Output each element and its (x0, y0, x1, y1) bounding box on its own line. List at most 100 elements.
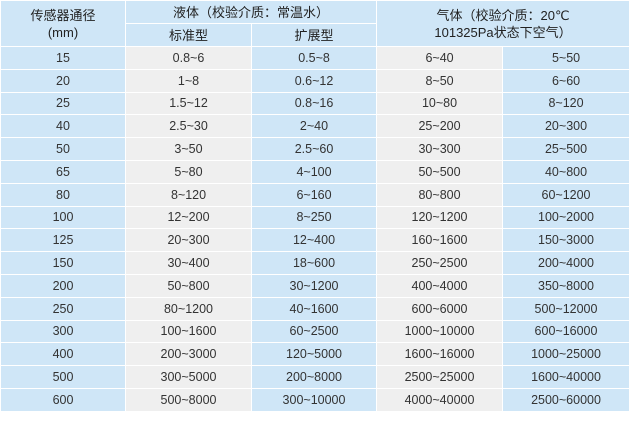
liquid-extended-cell: 30~1200 (250, 273, 378, 298)
diameter-cell: 25 (0, 91, 126, 116)
diameter-cell: 65 (0, 159, 126, 184)
liquid-extended-cell: 200~8000 (250, 365, 378, 389)
diameter-cell: 600 (0, 387, 126, 412)
diameter-cell: 500 (0, 365, 126, 389)
liquid-standard-cell: 1.5~12 (125, 91, 252, 116)
table-row: 125 20~300 12~400 160~1600 150~3000 (0, 228, 629, 253)
gas-cell-1: 4000~40000 (376, 387, 504, 412)
gas-cell-1: 6~40 (376, 46, 504, 70)
header-gas: 气体（校验介质：20℃ 101325Pa状态下空气） (376, 0, 629, 47)
gas-cell-2: 6~60 (502, 68, 629, 93)
gas-cell-1: 25~200 (376, 114, 504, 139)
gas-cell-2: 20~300 (502, 114, 629, 139)
header-liquid-extended: 扩展型 (250, 23, 378, 47)
liquid-extended-cell: 40~1600 (250, 296, 378, 321)
liquid-extended-cell: 60~2500 (250, 319, 378, 344)
liquid-extended-cell: 0.5~8 (250, 46, 378, 70)
liquid-extended-cell: 0.6~12 (250, 68, 378, 93)
liquid-standard-cell: 3~50 (125, 137, 252, 161)
table-row: 20 1~8 0.6~12 8~50 6~60 (0, 68, 629, 93)
table-row: 400 200~3000 120~5000 1600~16000 1000~25000 (0, 342, 629, 367)
table-row: 40 2.5~30 2~40 25~200 20~300 (0, 114, 629, 139)
diameter-cell: 50 (0, 137, 126, 161)
diameter-cell: 300 (0, 319, 126, 344)
header-liquid: 液体（校验介质：常温水） (124, 0, 378, 24)
table-row: 80 8~120 6~160 80~800 60~1200 (0, 182, 629, 207)
gas-cell-2: 100~2000 (502, 205, 629, 230)
header-diameter: 传感器通径 (mm) (0, 0, 126, 47)
gas-cell-1: 50~500 (376, 159, 504, 184)
gas-cell-1: 600~6000 (376, 296, 504, 321)
liquid-extended-cell: 2.5~60 (250, 137, 378, 161)
liquid-standard-cell: 80~1200 (125, 296, 252, 321)
gas-cell-2: 500~12000 (502, 296, 629, 321)
liquid-extended-cell: 6~160 (250, 182, 378, 207)
liquid-extended-cell: 300~10000 (250, 387, 378, 412)
diameter-cell: 20 (0, 68, 126, 93)
gas-cell-1: 30~300 (376, 137, 504, 161)
liquid-standard-cell: 50~800 (125, 273, 252, 298)
table-row: 65 5~80 4~100 50~500 40~800 (0, 159, 629, 184)
liquid-standard-cell: 20~300 (125, 228, 252, 253)
gas-cell-1: 8~50 (376, 68, 504, 93)
liquid-extended-cell: 120~5000 (250, 342, 378, 367)
gas-cell-1: 160~1600 (376, 228, 504, 253)
table-row: 150 30~400 18~600 250~2500 200~4000 (0, 251, 629, 275)
liquid-standard-cell: 200~3000 (125, 342, 252, 367)
liquid-standard-cell: 30~400 (125, 251, 252, 275)
liquid-standard-cell: 0.8~6 (125, 46, 252, 70)
diameter-cell: 250 (0, 296, 126, 321)
table-row: 15 0.8~6 0.5~8 6~40 5~50 (0, 46, 629, 70)
liquid-standard-cell: 2.5~30 (125, 114, 252, 139)
table-row: 100 12~200 8~250 120~1200 100~2000 (0, 205, 629, 230)
table-row: 25 1.5~12 0.8~16 10~80 8~120 (0, 91, 629, 116)
gas-cell-2: 8~120 (502, 91, 629, 116)
gas-cell-2: 5~50 (502, 46, 629, 70)
gas-cell-2: 1600~40000 (502, 365, 629, 389)
liquid-standard-cell: 12~200 (125, 205, 252, 230)
liquid-extended-cell: 2~40 (250, 114, 378, 139)
liquid-standard-cell: 100~1600 (125, 319, 252, 344)
liquid-standard-cell: 500~8000 (125, 387, 252, 412)
liquid-extended-cell: 8~250 (250, 205, 378, 230)
liquid-extended-cell: 12~400 (250, 228, 378, 253)
diameter-cell: 200 (0, 273, 126, 298)
gas-cell-1: 80~800 (376, 182, 504, 207)
table-row: 200 50~800 30~1200 400~4000 350~8000 (0, 273, 629, 298)
gas-cell-1: 250~2500 (376, 251, 504, 275)
table-row: 50 3~50 2.5~60 30~300 25~500 (0, 137, 629, 161)
liquid-extended-cell: 4~100 (250, 159, 378, 184)
gas-cell-1: 1000~10000 (376, 319, 504, 344)
gas-cell-1: 2500~25000 (376, 365, 504, 389)
diameter-cell: 100 (0, 205, 126, 230)
liquid-standard-cell: 300~5000 (125, 365, 252, 389)
gas-cell-2: 350~8000 (502, 273, 629, 298)
diameter-cell: 15 (0, 46, 126, 70)
gas-cell-2: 200~4000 (502, 251, 629, 275)
gas-cell-1: 120~1200 (376, 205, 504, 230)
gas-cell-1: 1600~16000 (376, 342, 504, 367)
gas-cell-1: 400~4000 (376, 273, 504, 298)
diameter-cell: 40 (0, 114, 126, 139)
diameter-cell: 400 (0, 342, 126, 367)
gas-cell-1: 10~80 (376, 91, 504, 116)
liquid-extended-cell: 0.8~16 (250, 91, 378, 116)
liquid-extended-cell: 18~600 (250, 251, 378, 275)
flow-range-table: 传感器通径 (mm) 液体（校验介质：常温水） 气体（校验介质：20℃ 101325… (0, 0, 629, 412)
liquid-standard-cell: 8~120 (125, 182, 252, 207)
gas-cell-2: 600~16000 (502, 319, 629, 344)
gas-cell-2: 60~1200 (502, 182, 629, 207)
gas-cell-2: 25~500 (502, 137, 629, 161)
table-row: 300 100~1600 60~2500 1000~10000 600~16000 (0, 319, 629, 344)
gas-cell-2: 1000~25000 (502, 342, 629, 367)
table-row: 250 80~1200 40~1600 600~6000 500~12000 (0, 296, 629, 321)
diameter-cell: 80 (0, 182, 126, 207)
table-row: 500 300~5000 200~8000 2500~25000 1600~40000 (0, 365, 629, 389)
gas-cell-2: 40~800 (502, 159, 629, 184)
gas-cell-2: 150~3000 (502, 228, 629, 253)
liquid-standard-cell: 1~8 (125, 68, 252, 93)
liquid-standard-cell: 5~80 (125, 159, 252, 184)
diameter-cell: 125 (0, 228, 126, 253)
table-row: 600 500~8000 300~10000 4000~40000 2500~60000 (0, 387, 629, 412)
header-liquid-standard: 标准型 (125, 23, 252, 47)
